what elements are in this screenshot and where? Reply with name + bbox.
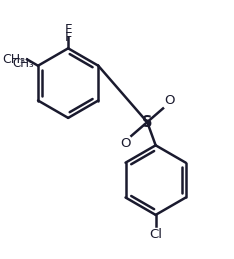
- Text: CH₃: CH₃: [12, 57, 34, 70]
- Text: O: O: [120, 137, 130, 150]
- Text: CH₃: CH₃: [2, 53, 25, 66]
- Text: F: F: [64, 31, 72, 44]
- Text: O: O: [164, 94, 175, 107]
- Text: Cl: Cl: [149, 228, 162, 241]
- Text: F: F: [64, 23, 72, 36]
- Text: S: S: [142, 115, 153, 130]
